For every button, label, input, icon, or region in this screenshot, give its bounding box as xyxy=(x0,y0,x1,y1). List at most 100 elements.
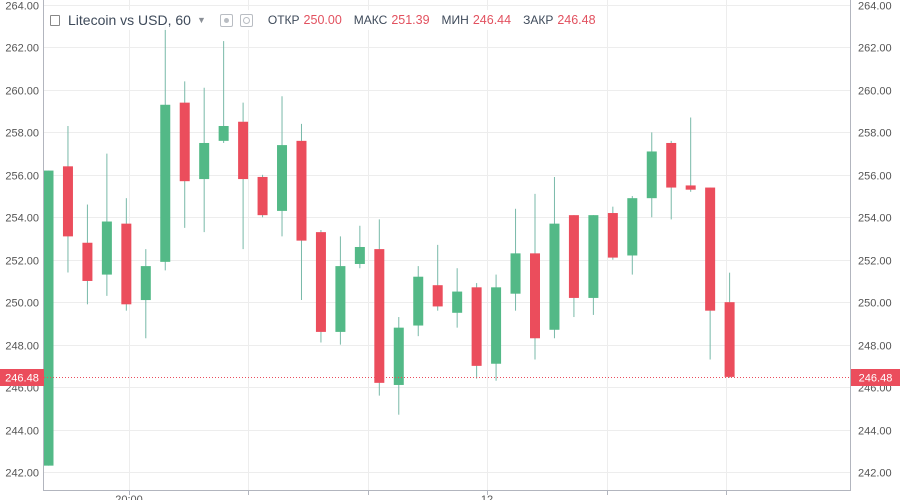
candle xyxy=(315,230,326,343)
candle-body xyxy=(432,285,443,307)
candle-body xyxy=(62,166,73,237)
y-tick-label: 250.00 xyxy=(5,298,39,310)
right-price-axis[interactable]: 242.00244.00246.00248.00250.00252.00254.… xyxy=(858,1,892,480)
candle-body xyxy=(374,249,385,383)
candle xyxy=(607,206,618,260)
candle-body xyxy=(315,232,326,332)
candle xyxy=(179,81,190,228)
y-tick-label: 256.00 xyxy=(5,171,39,183)
candle-body xyxy=(238,121,249,180)
candle xyxy=(121,198,132,311)
candle xyxy=(666,140,677,220)
candle xyxy=(413,266,424,337)
y-tick-label: 250.00 xyxy=(858,298,892,310)
close-label: ЗАКР xyxy=(523,13,554,27)
candle-body xyxy=(549,223,560,330)
candle-body xyxy=(140,266,151,301)
time-axis[interactable]: 20:00 12 xyxy=(115,490,727,500)
left-price-axis[interactable]: 242.00244.00246.00248.00250.00252.00254.… xyxy=(5,1,39,480)
candle-body xyxy=(491,287,502,364)
left-price-badge: 246.48 xyxy=(0,369,44,386)
candle-body xyxy=(43,170,54,466)
candle-body xyxy=(257,176,268,216)
candle xyxy=(491,274,502,381)
candle xyxy=(588,215,599,315)
candle xyxy=(471,283,482,379)
y-tick-label: 260.00 xyxy=(858,86,892,98)
low-value: 246.44 xyxy=(472,13,512,27)
candle-body xyxy=(705,187,716,311)
candle-body xyxy=(646,151,657,199)
left-price-badge-text: 246.48 xyxy=(5,373,39,385)
candle-body xyxy=(452,291,463,313)
y-tick-label: 242.00 xyxy=(5,468,39,480)
settings-icon[interactable] xyxy=(239,13,253,27)
candle xyxy=(685,117,696,192)
candle xyxy=(335,236,346,345)
time-axis-line xyxy=(43,490,851,491)
candle-body xyxy=(82,242,93,281)
candle xyxy=(393,317,404,415)
candle xyxy=(568,215,579,318)
candle-body xyxy=(160,104,171,262)
chevron-down-icon[interactable]: ▼ xyxy=(196,15,206,25)
candle xyxy=(296,123,307,301)
candle xyxy=(160,26,171,271)
candle xyxy=(549,176,560,339)
candle xyxy=(705,187,716,360)
candle xyxy=(432,244,443,311)
y-tick-label: 242.00 xyxy=(858,468,892,480)
low-label: МИН xyxy=(441,13,469,27)
y-tick-label: 248.00 xyxy=(858,341,892,353)
candle-body xyxy=(588,215,599,298)
candle xyxy=(277,96,288,237)
candle-body xyxy=(335,266,346,332)
candle-body xyxy=(296,140,307,241)
candle xyxy=(530,193,540,360)
candle xyxy=(452,268,463,328)
candle-body xyxy=(568,215,579,298)
right-price-badge-bg xyxy=(851,369,900,386)
y-tick-label: 254.00 xyxy=(858,213,892,225)
y-tick-label: 244.00 xyxy=(5,426,39,438)
candle-body xyxy=(510,253,521,294)
y-tick-label: 262.00 xyxy=(858,43,892,55)
y-tick-label: 264.00 xyxy=(858,1,892,13)
last-price-badges: 246.48 246.48 xyxy=(0,369,900,386)
candle-body xyxy=(666,142,677,188)
y-tick-label: 252.00 xyxy=(5,256,39,268)
candle-series xyxy=(43,26,735,466)
visibility-icon[interactable] xyxy=(219,13,233,27)
candle-body xyxy=(277,145,288,211)
y-tick-label: 252.00 xyxy=(858,256,892,268)
symbol-title[interactable]: Litecoin vs USD, 60 xyxy=(68,12,191,28)
y-tick-label: 258.00 xyxy=(858,128,892,140)
open-label: ОТКР xyxy=(267,13,300,27)
collapse-toggle-icon[interactable] xyxy=(50,14,60,26)
y-tick-label: 262.00 xyxy=(5,43,39,55)
y-tick-label: 260.00 xyxy=(5,86,39,98)
y-tick-label: 244.00 xyxy=(858,426,892,438)
candle xyxy=(199,87,210,233)
candle xyxy=(43,170,54,466)
open-value: 250.00 xyxy=(303,13,342,27)
candle xyxy=(238,102,249,250)
left-price-axis-line xyxy=(43,0,44,490)
candle xyxy=(724,272,735,378)
candle-body xyxy=(685,185,696,190)
right-price-axis-line xyxy=(850,0,851,490)
candle-body xyxy=(121,223,132,305)
left-price-badge-bg xyxy=(0,369,44,386)
candle xyxy=(62,125,73,273)
candle xyxy=(646,132,657,218)
candle-body xyxy=(179,102,190,182)
candle-body xyxy=(101,221,112,275)
candle xyxy=(374,219,385,396)
candle-body xyxy=(607,213,618,258)
candle xyxy=(627,196,638,275)
high-label: МАКС xyxy=(353,13,388,27)
y-tick-label: 264.00 xyxy=(5,1,39,13)
candle-body xyxy=(724,302,735,377)
